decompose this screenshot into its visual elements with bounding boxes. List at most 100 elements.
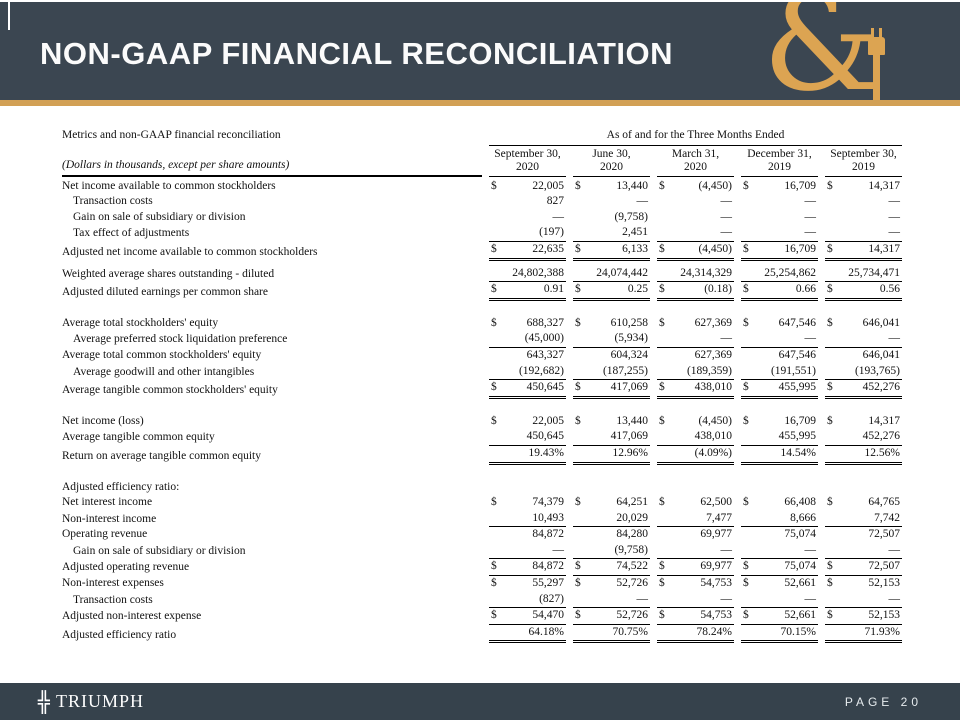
value-cell: 75,074 [741, 527, 818, 543]
value-cell: — [741, 592, 818, 609]
table-row: Net income (loss) $22,005 $13,440 $ (4,450) $… [62, 414, 904, 430]
column-header-line: 2019 [852, 161, 875, 174]
value-cell: $610,258 [573, 316, 650, 332]
dollar-sign: $ [575, 414, 581, 427]
value-cell: 12.96% [573, 446, 650, 465]
accent-divider-line [0, 100, 960, 106]
dollar-sign: $ [491, 316, 497, 329]
cell-value: — [552, 543, 565, 556]
value-cell: $16,709 [741, 179, 818, 195]
plug-body [868, 37, 885, 55]
cell-value: 14,317 [868, 414, 900, 427]
cell-value: 52,153 [868, 609, 900, 622]
cell-value: (191,551) [770, 364, 816, 377]
cell-value: (4,450) [698, 179, 732, 192]
value-cell: 827 [489, 194, 566, 210]
value-cell: 14.54% [741, 446, 818, 465]
cell-value: 10,493 [532, 511, 564, 524]
cell-value: 452,276 [862, 381, 900, 394]
dollar-sign: $ [491, 496, 497, 509]
value-cell: $13,440 [573, 414, 650, 430]
dollar-sign: $ [743, 179, 749, 192]
cell-value: 627,369 [694, 316, 732, 329]
value-cell: (827) [489, 592, 566, 609]
row-label: Net income available to common stockhold… [62, 179, 276, 192]
value-cell: 438,010 [657, 429, 734, 446]
cell-value: 16,709 [784, 414, 816, 427]
cell-value: 646,041 [862, 316, 900, 329]
cell-value: 75,074 [784, 560, 816, 573]
value-cell: $0.25 [573, 282, 650, 301]
value-cell: $74,522 [573, 559, 650, 577]
table-row: Transaction costs 827 — — — — [62, 194, 904, 210]
cell-value: 69,977 [700, 528, 732, 541]
dollar-sign: $ [743, 381, 749, 394]
cell-value: — [804, 332, 817, 345]
cell-value: 52,661 [784, 577, 816, 590]
dollar-sign: $ [827, 283, 833, 296]
table-row: Average total stockholders' equity $688,3… [62, 316, 904, 332]
dollar-sign: $ [491, 242, 497, 255]
table-header: Metrics and non-GAAP financial reconcili… [62, 128, 904, 177]
value-cell: 84,280 [573, 527, 650, 543]
value-cell: — [825, 543, 902, 560]
value-cell: 70.15% [741, 625, 818, 644]
cell-value: (827) [539, 592, 564, 605]
cell-value: 6,133 [622, 242, 648, 255]
ampersand-glyph-icon: & [762, 0, 881, 121]
cell-value: (0.18) [704, 283, 732, 296]
value-cell: $22,005 [489, 179, 566, 195]
cell-value: 14,317 [868, 179, 900, 192]
dollar-sign: $ [575, 381, 581, 394]
value-cell: — [825, 194, 902, 210]
dollar-sign: $ [827, 560, 833, 573]
value-cell: $52,726 [573, 608, 650, 625]
cell-value: (192,682) [518, 364, 564, 377]
cell-value: 0.25 [627, 283, 648, 296]
dollar-sign: $ [659, 560, 665, 573]
value-cell: (9,758) [573, 543, 650, 560]
cell-value: 688,327 [526, 316, 564, 329]
table-row: Gain on sale of subsidiary or division — (… [62, 210, 904, 226]
value-cell: — [489, 210, 566, 226]
value-cell: 24,314,329 [657, 266, 734, 283]
table-row: Adjusted net income available to common … [62, 242, 904, 261]
cell-value: 74,379 [532, 496, 564, 509]
cell-value: (9,758) [614, 543, 648, 556]
value-cell: 25,254,862 [741, 266, 818, 283]
value-cell: (193,765) [825, 364, 902, 381]
cell-value: — [888, 210, 901, 223]
cell-value: 12.56% [864, 446, 900, 459]
table-row: Non-interest income 10,493 20,029 7,477 8,66… [62, 511, 904, 528]
dollar-sign: $ [827, 242, 833, 255]
row-label: Net income (loss) [62, 414, 144, 427]
value-cell: — [657, 194, 734, 210]
cell-value: — [636, 592, 649, 605]
cell-value: 54,753 [700, 609, 732, 622]
brand-logo: ╬ TRIUMPH [38, 691, 144, 712]
value-cell: $64,765 [825, 495, 902, 511]
row-label: Non-interest income [62, 512, 157, 525]
slide-header: NON-GAAP FINANCIAL RECONCILIATION & [0, 0, 960, 110]
value-cell: $ (4,450) [657, 242, 734, 261]
page-title: NON-GAAP FINANCIAL RECONCILIATION [40, 36, 674, 71]
value-cell: $14,317 [825, 179, 902, 195]
value-cell: $69,977 [657, 559, 734, 577]
dollar-sign: $ [575, 609, 581, 622]
cell-value: — [888, 195, 901, 208]
value-cell: 647,546 [741, 348, 818, 364]
cell-value: 16,709 [784, 179, 816, 192]
cell-value: 78.24% [696, 625, 732, 638]
cell-value: 14.54% [780, 446, 816, 459]
value-cell: $52,153 [825, 576, 902, 592]
cell-value: 66,408 [784, 496, 816, 509]
value-cell: 604,324 [573, 348, 650, 364]
dollar-sign: $ [827, 577, 833, 590]
table-row: Net income available to common stockhold… [62, 179, 904, 195]
row-label: Adjusted diluted earnings per common sha… [62, 286, 268, 299]
cell-value: 52,153 [868, 577, 900, 590]
dollar-sign: $ [575, 560, 581, 573]
cell-value: 52,726 [616, 577, 648, 590]
value-cell: $450,645 [489, 380, 566, 399]
dollar-sign: $ [743, 496, 749, 509]
